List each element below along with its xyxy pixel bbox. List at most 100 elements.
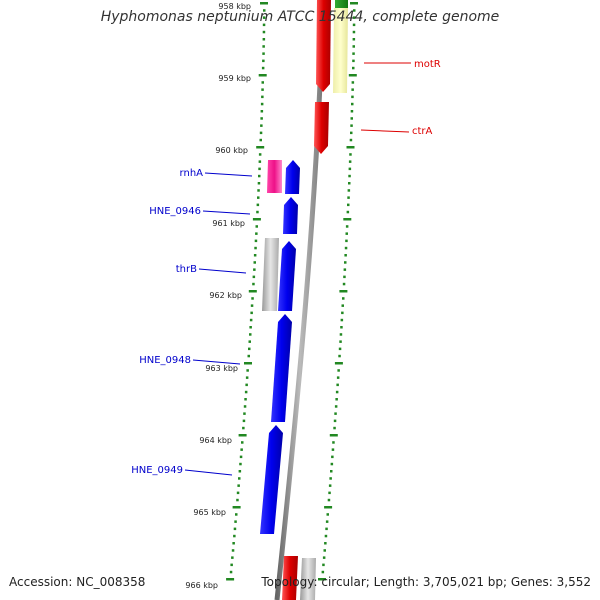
minor-tick xyxy=(260,102,264,106)
minor-tick xyxy=(321,570,325,574)
major-tick xyxy=(346,146,355,149)
minor-tick xyxy=(336,383,339,387)
minor-tick xyxy=(338,347,342,351)
minor-tick xyxy=(261,95,264,99)
minor-tick xyxy=(333,419,337,423)
minor-tick xyxy=(349,138,353,142)
minor-tick xyxy=(252,275,256,279)
major-tick xyxy=(334,362,343,365)
gene-label-rnhA[interactable]: rnhA xyxy=(180,168,204,179)
gene-HNE_0946-arrow[interactable] xyxy=(283,197,298,234)
feature-grey-bottom xyxy=(300,558,316,600)
minor-tick xyxy=(348,167,352,171)
minor-tick xyxy=(253,261,256,264)
leader-HNE_0949 xyxy=(184,469,233,476)
minor-tick xyxy=(254,239,258,243)
minor-tick xyxy=(261,81,264,84)
minor-tick xyxy=(262,59,265,63)
minor-tick xyxy=(349,153,352,156)
ruler-label: 964 kbp xyxy=(199,436,232,445)
minor-tick xyxy=(262,16,266,19)
gene-label-motR[interactable]: motR xyxy=(414,59,441,70)
minor-tick xyxy=(231,556,234,559)
minor-tick xyxy=(237,484,240,487)
gene-ctrA-arrow[interactable] xyxy=(314,102,329,154)
minor-tick xyxy=(248,340,251,343)
minor-tick xyxy=(344,261,347,264)
minor-tick xyxy=(250,304,254,307)
minor-tick xyxy=(352,59,355,63)
minor-tick xyxy=(239,462,242,466)
minor-tick xyxy=(243,412,246,415)
minor-tick xyxy=(337,369,340,372)
gene-HNE_0948-arrow[interactable] xyxy=(271,314,292,422)
minor-tick xyxy=(240,448,243,451)
leader-HNE_0948 xyxy=(192,359,241,365)
minor-tick xyxy=(263,9,266,12)
minor-tick xyxy=(325,527,328,531)
minor-tick xyxy=(332,441,335,444)
gene-label-HNE_0948[interactable]: HNE_0948 xyxy=(139,355,191,366)
minor-tick xyxy=(351,81,355,84)
ruler-label: 962 kbp xyxy=(209,291,242,300)
major-tick xyxy=(339,290,348,293)
inner-tick-marks xyxy=(226,2,268,581)
minor-tick xyxy=(231,549,235,552)
minor-tick xyxy=(242,426,245,430)
minor-tick xyxy=(352,38,356,41)
minor-tick xyxy=(244,398,247,401)
minor-tick xyxy=(233,527,237,531)
minor-tick xyxy=(253,268,256,271)
minor-tick xyxy=(257,189,260,192)
minor-tick xyxy=(244,390,248,394)
minor-tick xyxy=(262,45,265,48)
minor-tick xyxy=(230,563,233,567)
minor-tick xyxy=(342,282,346,286)
gene-motR-arrow[interactable] xyxy=(316,0,331,92)
minor-tick xyxy=(254,246,257,250)
minor-tick xyxy=(347,203,350,207)
minor-tick xyxy=(261,88,264,91)
minor-tick xyxy=(334,405,338,408)
minor-tick xyxy=(350,131,353,135)
minor-tick xyxy=(248,347,251,351)
gene-label-ctrA[interactable]: ctrA xyxy=(412,126,433,137)
feature-pseudo-yellow xyxy=(333,8,348,93)
minor-tick xyxy=(256,203,260,207)
minor-tick xyxy=(335,398,338,401)
minor-tick xyxy=(331,455,334,459)
ruler-label: 966 kbp xyxy=(185,581,218,590)
gene-label-thrB[interactable]: thrB xyxy=(176,264,197,275)
gene-label-HNE_0949[interactable]: HNE_0949 xyxy=(131,465,183,476)
major-tick xyxy=(248,290,257,293)
minor-tick xyxy=(338,354,341,358)
minor-tick xyxy=(258,167,261,171)
major-tick xyxy=(258,74,267,77)
gene-thrB-arrow[interactable] xyxy=(278,241,296,311)
minor-tick xyxy=(236,498,239,502)
gene-label-HNE_0946[interactable]: HNE_0946 xyxy=(149,206,201,217)
minor-tick xyxy=(238,470,242,473)
minor-tick xyxy=(236,491,240,495)
minor-tick xyxy=(249,333,252,336)
ruler-label: 958 kbp xyxy=(218,2,251,11)
ruler-label: 959 kbp xyxy=(218,74,251,83)
minor-tick xyxy=(259,131,263,135)
minor-tick xyxy=(260,110,264,113)
ruler-label: 960 kbp xyxy=(215,146,248,155)
gene-HNE_0949-arrow[interactable] xyxy=(260,425,283,534)
genome-title: Hyphomonas neptunium ATCC 15444, complet… xyxy=(100,9,500,25)
minor-tick xyxy=(238,477,241,480)
minor-tick xyxy=(344,254,347,257)
gene-rnhA-rna[interactable] xyxy=(267,160,282,193)
minor-tick xyxy=(322,563,325,567)
minor-tick xyxy=(353,9,356,12)
major-tick xyxy=(260,2,268,5)
minor-tick xyxy=(330,462,334,466)
gene-rnhA-arrow[interactable] xyxy=(285,160,300,194)
minor-tick xyxy=(326,513,329,516)
minor-tick xyxy=(352,16,356,19)
minor-tick xyxy=(352,45,355,48)
minor-tick xyxy=(336,376,340,379)
minor-tick xyxy=(324,542,327,545)
